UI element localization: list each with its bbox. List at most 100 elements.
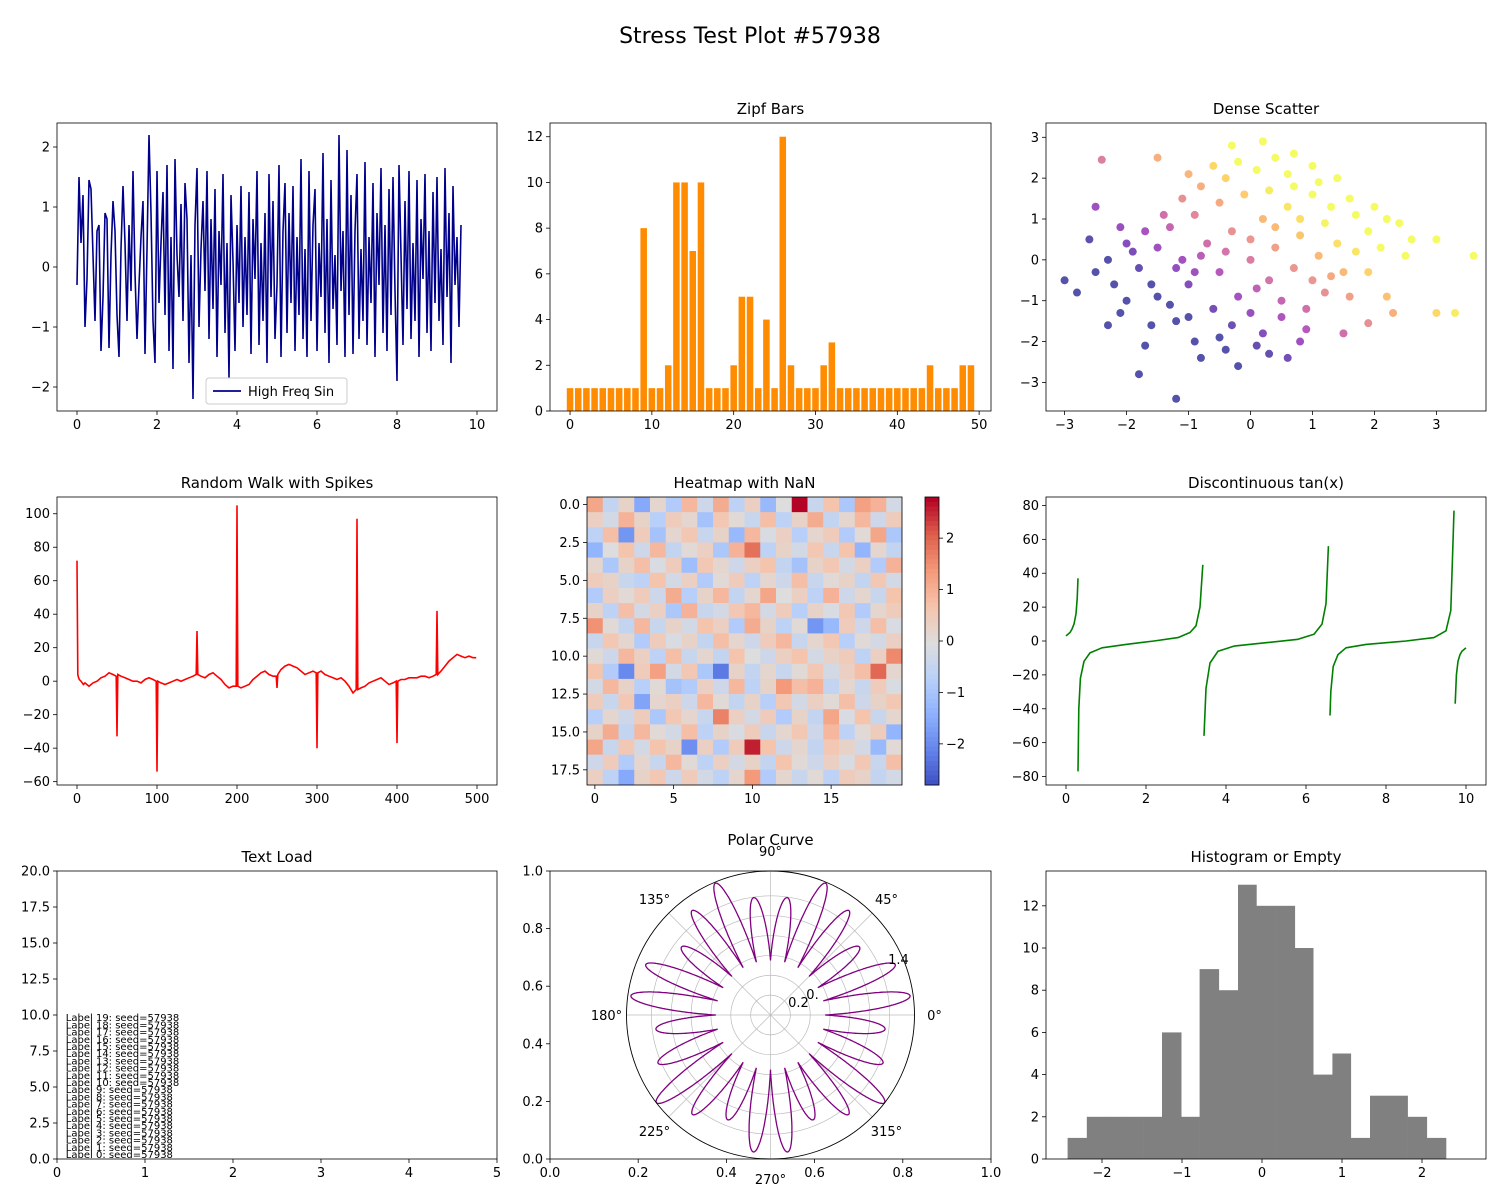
- heatmap-cell: [839, 663, 856, 680]
- heatmap-cell: [807, 497, 824, 513]
- subplot-title: Dense Scatter: [1213, 100, 1320, 118]
- y-tick-label: 2.5: [559, 536, 580, 551]
- text-load-label: Label 11: seed=57938: [66, 1071, 179, 1082]
- heatmap-cell: [713, 542, 730, 558]
- axes-frame: [56, 122, 498, 412]
- histogram-bar: [1143, 1116, 1163, 1159]
- x-tick-label: 2: [1418, 1166, 1426, 1181]
- colorbar-tick-label: 2: [946, 532, 954, 547]
- scatter-point: [1234, 362, 1243, 371]
- x-tick-label: 0.6: [804, 1166, 825, 1181]
- scatter-point: [1209, 161, 1218, 170]
- heatmap-cell: [886, 648, 903, 665]
- heatmap-cell: [650, 663, 667, 680]
- scatter-point: [1395, 219, 1404, 228]
- heatmap-cell: [854, 663, 871, 680]
- scatter-point: [1141, 341, 1150, 350]
- scatter-point: [1172, 394, 1181, 403]
- heatmap-cell: [854, 527, 871, 543]
- x-tick-label: −1: [1172, 1166, 1191, 1181]
- x-tick-label: 1: [1308, 418, 1316, 433]
- heatmap-cell: [839, 769, 856, 786]
- colorbar-segment: [925, 703, 939, 709]
- x-tick-label: 20: [725, 418, 742, 433]
- scatter-point: [1296, 231, 1305, 240]
- bar: [705, 388, 713, 411]
- x-tick-label: 0: [73, 418, 81, 433]
- heatmap-cell: [839, 572, 856, 589]
- scatter-point: [1141, 227, 1150, 236]
- colorbar-segment: [925, 717, 939, 724]
- heatmap-cell: [665, 557, 682, 574]
- scatter-point: [1159, 210, 1168, 219]
- colorbar-segment: [925, 545, 939, 551]
- heatmap-cell: [665, 754, 682, 771]
- heatmap-cell: [807, 633, 824, 649]
- scatter-point: [1289, 149, 1298, 158]
- heatmap-cell: [854, 542, 871, 558]
- heatmap-cell: [854, 739, 871, 755]
- text-load-label: Label 4: seed=57938: [66, 1121, 173, 1132]
- heatmap-cell: [839, 557, 856, 574]
- heatmap-cell: [870, 618, 887, 634]
- heatmap-cell: [697, 724, 714, 740]
- heatmap-cell: [665, 572, 682, 589]
- heatmap-cell: [602, 527, 619, 543]
- heatmap-cell: [728, 527, 745, 543]
- heatmap-cell: [886, 512, 903, 528]
- colorbar-segment: [925, 554, 939, 560]
- heatmap-cell: [870, 572, 887, 589]
- scatter-point: [1215, 198, 1224, 207]
- x-tick-label: 10: [1458, 792, 1475, 807]
- heatmap-cell: [713, 678, 730, 695]
- heatmap-cell: [713, 557, 730, 574]
- heatmap-cell: [634, 678, 651, 695]
- scatter-point: [1364, 227, 1373, 236]
- heatmap-cell: [602, 648, 619, 665]
- heatmap-cell: [854, 603, 871, 619]
- bar: [763, 319, 770, 411]
- scatter-point: [1345, 292, 1354, 301]
- heatmap-cell: [776, 769, 793, 786]
- text-load-label: Label 3: seed=57938: [66, 1128, 173, 1139]
- heatmap-cell: [697, 618, 714, 634]
- x-tick-label: 50: [971, 418, 988, 433]
- polar-radial-label: 0.: [806, 988, 818, 1003]
- heatmap-cell: [791, 694, 808, 710]
- heatmap-cell: [791, 527, 808, 543]
- bar: [795, 388, 803, 411]
- y-tick-label: 20.0: [21, 865, 50, 880]
- heatmap-cell: [602, 542, 619, 558]
- bar: [918, 388, 926, 411]
- y-tick-label: 0.0: [559, 498, 580, 513]
- text-load-label: Label 12: seed=57938: [66, 1064, 179, 1075]
- colorbar-segment: [925, 631, 939, 637]
- polar-outer-frame: [626, 870, 915, 1160]
- bar: [574, 388, 582, 411]
- x-tick-label: 8: [393, 418, 401, 433]
- heatmap-cell: [760, 648, 777, 665]
- histogram-bar: [1105, 1116, 1125, 1159]
- y-tick-label: 6: [535, 267, 543, 282]
- heatmap-cell: [760, 678, 777, 695]
- heatmap-cell: [728, 572, 745, 589]
- heatmap-cell: [634, 663, 651, 680]
- y-tick-label: 5.0: [29, 1081, 50, 1096]
- heatmap-cell: [886, 557, 903, 574]
- heatmap-cell: [744, 512, 761, 528]
- heatmap-cell: [791, 497, 808, 513]
- scatter-point: [1178, 194, 1187, 203]
- heatmap-cell: [823, 769, 840, 786]
- heatmap-cell: [634, 648, 651, 665]
- y-tick-label: 4: [535, 313, 543, 328]
- heatmap-cell: [697, 497, 714, 513]
- heatmap-cell: [776, 754, 793, 771]
- heatmap-cell: [728, 663, 745, 680]
- heatmap-cell: [760, 497, 777, 513]
- x-tick-label: 4: [405, 1166, 413, 1181]
- heatmap-cell: [744, 709, 761, 725]
- heatmap-cell: [807, 739, 824, 755]
- colorbar-segment: [925, 549, 939, 556]
- heatmap-cell: [618, 648, 635, 665]
- histogram-bar: [1275, 905, 1296, 1159]
